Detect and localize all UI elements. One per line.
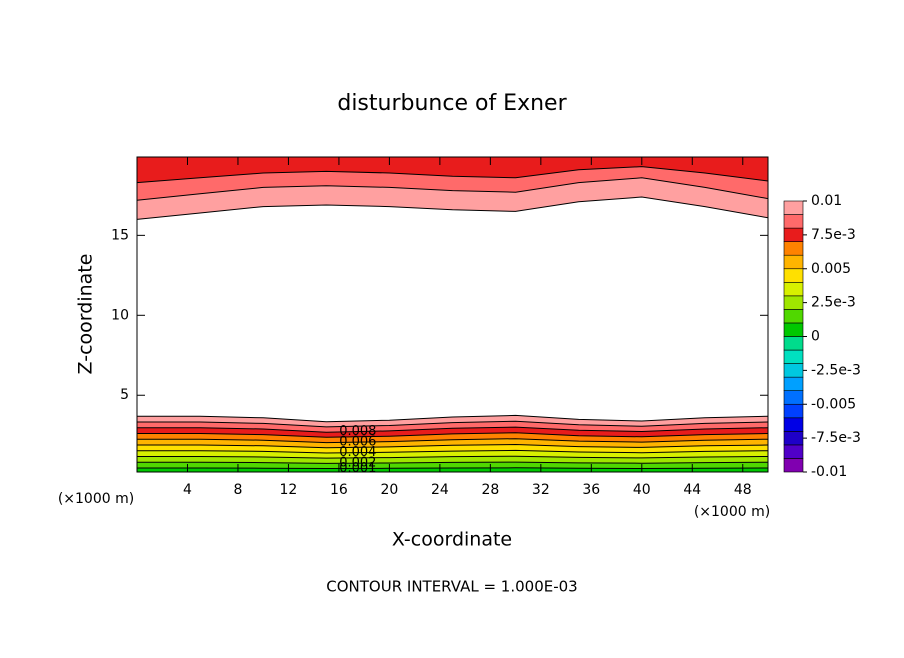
contour-line [137, 461, 769, 464]
colorbar-tick-label: 0 [811, 329, 820, 345]
contour-line [137, 414, 769, 423]
colorbar-band [783, 363, 804, 378]
colorbar-band [783, 431, 804, 446]
contour-line [137, 449, 769, 454]
contour-fills [137, 157, 768, 472]
contour-fill [137, 166, 768, 201]
contour-label: 0.004 [339, 445, 376, 460]
y-tick-label: 10 [111, 307, 129, 323]
colorbar-tick-label: -0.01 [811, 464, 847, 480]
x-unit-label: (×1000 m) [58, 491, 134, 507]
contour-line [136, 166, 769, 184]
x-tick-label: 48 [734, 482, 752, 498]
colorbar-band [783, 336, 804, 351]
colorbar-tick-label: -7.5e-3 [811, 430, 861, 446]
contour-fill [137, 415, 768, 427]
colorbar-tick-label: 2.5e-3 [811, 295, 856, 311]
x-tick-label: 20 [380, 482, 398, 498]
colorbar-band [783, 444, 804, 459]
x-tick-label: 44 [683, 482, 701, 498]
contour-line [137, 455, 769, 459]
x-tick-label: 4 [183, 482, 192, 498]
colorbar-band [783, 390, 804, 405]
axes: 4 8 12 16 20 24 28 32 36 40 44 4851015-0.01-7.5e-3-… [111, 156, 861, 498]
colorbar-tick-label: 0.005 [811, 261, 851, 277]
x-tick-label: 8 [233, 482, 242, 498]
contour-label: 0.006 [339, 435, 376, 450]
contour-fill [137, 427, 768, 438]
x-axis-title: X-coordinate [392, 529, 512, 551]
colorbar-tick-label: -0.005 [811, 396, 856, 412]
x-tick-label: 16 [330, 482, 348, 498]
colorbar-band [783, 376, 804, 391]
y-tick-label: 15 [111, 227, 129, 243]
contour-label: 0.001 [339, 461, 376, 476]
colorbar-band [783, 322, 804, 337]
colorbar-band [783, 458, 804, 473]
colorbar-band [783, 214, 804, 229]
colorbar-band [783, 349, 804, 364]
colorbar-band [783, 268, 804, 283]
contour-fill [137, 438, 768, 448]
colorbar-tick-label: -2.5e-3 [811, 362, 861, 378]
footer-note: CONTOUR INTERVAL = 1.000E-03 [326, 578, 577, 596]
colorbar-band [783, 254, 804, 270]
colorbar-tick-label: 7.5e-3 [811, 227, 856, 243]
x-unit-label: (×1000 m) [694, 504, 770, 520]
x-tick-label: 32 [532, 482, 550, 498]
contour-line [137, 426, 769, 433]
colorbar-band [783, 227, 804, 242]
contour-line [137, 467, 769, 470]
contour-line [137, 443, 769, 449]
colorbar-band [783, 403, 804, 419]
contour-fill [137, 444, 768, 453]
contour-line [136, 177, 769, 201]
x-tick-label: 12 [280, 482, 298, 498]
contour-line [137, 432, 769, 438]
contour-fill [137, 421, 768, 433]
plot-frame [136, 156, 769, 473]
y-axis-title: Z-coordinate [75, 254, 97, 375]
colorbar-tick-label: 0.01 [811, 193, 842, 209]
colorbar-band [783, 295, 804, 310]
contour-fill [137, 462, 768, 469]
contour-line [136, 196, 769, 220]
contour-fill [137, 432, 768, 443]
x-tick-label: 24 [431, 482, 449, 498]
colorbar-band [783, 200, 804, 215]
x-tick-label: 36 [582, 482, 600, 498]
contour-line [137, 420, 769, 428]
contour-label: 0.008 [339, 424, 376, 439]
contour-fill [137, 157, 768, 183]
colorbar-band [783, 241, 804, 256]
colorbar-band [783, 417, 804, 432]
colorbar-band [783, 281, 804, 297]
x-tick-label: 28 [481, 482, 499, 498]
x-tick-label: 40 [633, 482, 651, 498]
chart-title: disturbunce of Exner [337, 91, 567, 116]
y-tick-label: 5 [120, 387, 129, 403]
contour-label: 0.002 [339, 456, 376, 471]
contour-fill [137, 177, 768, 220]
colorbar-band [783, 309, 804, 324]
contour-line [137, 438, 769, 444]
